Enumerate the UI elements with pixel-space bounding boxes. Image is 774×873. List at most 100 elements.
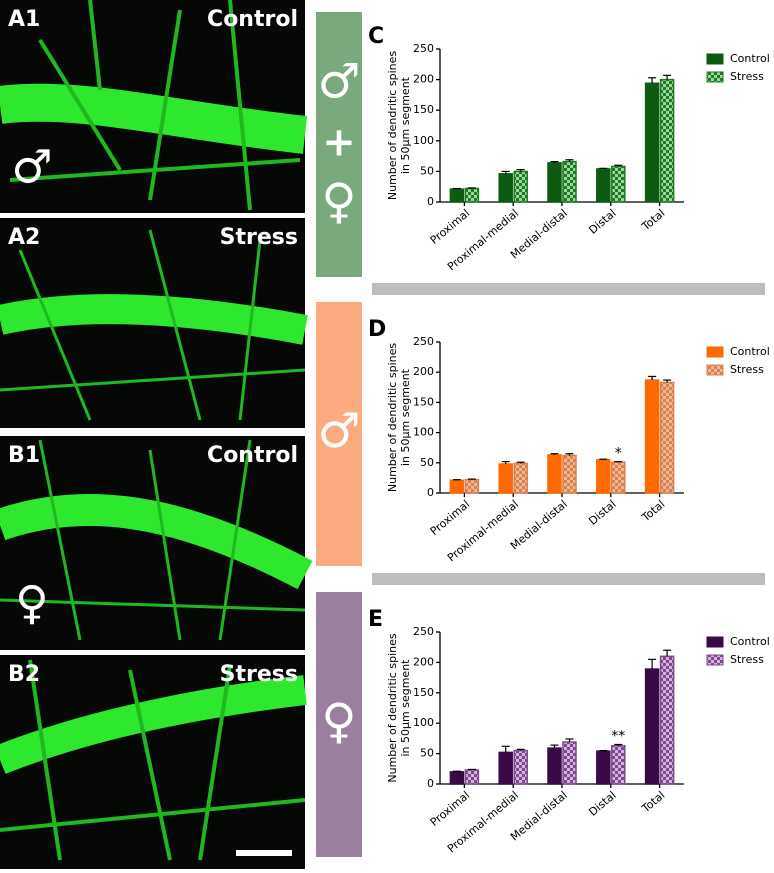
- sex-symbol: ♂: [317, 54, 360, 110]
- x-tick-label: Total: [639, 789, 668, 816]
- y-tick-label: 50: [420, 456, 434, 469]
- bar: [659, 655, 675, 785]
- bar: [659, 78, 675, 203]
- bar: [449, 188, 465, 203]
- bar: [644, 379, 660, 494]
- y-tick-label: 0: [427, 486, 434, 499]
- sex-symbol: ♂: [11, 140, 52, 194]
- error-bar: [550, 453, 559, 455]
- sex-symbol: ♀: [321, 694, 356, 750]
- error-bar: [663, 379, 672, 383]
- error-bar: [599, 749, 608, 752]
- condition-label: Stress: [220, 225, 298, 250]
- x-tick-label: Total: [639, 207, 668, 234]
- y-tick-label: 200: [413, 365, 434, 378]
- error-bar: [614, 164, 623, 167]
- error-bar: [452, 770, 461, 772]
- y-tick-label: 250: [413, 335, 434, 348]
- x-tick-label: Total: [639, 498, 668, 525]
- error-bar: [565, 159, 574, 162]
- error-bar: [501, 745, 510, 753]
- bar: [498, 173, 513, 203]
- error-bar: [501, 460, 510, 465]
- x-tick-label: Distal: [586, 789, 618, 819]
- bar: [547, 454, 562, 494]
- bar: [596, 459, 611, 494]
- legend-label: Control: [730, 635, 770, 648]
- bar: [498, 463, 513, 494]
- y-tick-label: 150: [413, 686, 434, 699]
- bar: [611, 165, 626, 203]
- panel-label: A2: [8, 225, 40, 250]
- legend-swatch: [706, 654, 724, 666]
- legend-label: Stress: [730, 363, 764, 376]
- significance: *: [615, 446, 622, 462]
- y-tick-label: 100: [413, 134, 434, 147]
- bar: [464, 478, 480, 494]
- bar: [449, 479, 465, 494]
- y-tick-label: 200: [413, 73, 434, 86]
- error-bar: [565, 453, 574, 456]
- bar: [644, 668, 660, 785]
- legend-label: Control: [730, 345, 770, 358]
- y-tick-label: 150: [413, 395, 434, 408]
- legend-label: Control: [730, 52, 770, 65]
- chart-letter: D: [368, 317, 386, 342]
- sex-symbol: +: [322, 120, 356, 166]
- bar: [464, 769, 480, 785]
- error-bar: [516, 168, 525, 172]
- y-tick-label: 100: [413, 716, 434, 729]
- bar: [513, 170, 528, 203]
- condition-label: Control: [207, 7, 298, 32]
- sex-symbol: ♀: [15, 576, 49, 630]
- x-tick-label: Proximal: [428, 789, 473, 829]
- panel-label: A1: [8, 7, 40, 32]
- y-tick-label: 0: [427, 777, 434, 790]
- error-bar: [467, 768, 476, 771]
- error-bar: [663, 649, 672, 657]
- error-bar: [550, 161, 559, 163]
- photo-b2: [0, 655, 307, 869]
- bar: [596, 168, 611, 203]
- error-bar: [452, 479, 461, 481]
- y-axis-label: Number of dendritic spines: [386, 51, 399, 200]
- photo-a1: [0, 0, 308, 213]
- legend-swatch: [706, 53, 724, 65]
- legend-swatch: [706, 636, 724, 648]
- bar: [562, 160, 577, 203]
- bar: [547, 747, 562, 785]
- bar: [547, 162, 562, 203]
- legend-label: Stress: [730, 70, 764, 83]
- sidebar: [316, 592, 362, 857]
- condition-label: Control: [207, 443, 298, 468]
- error-bar: [467, 478, 476, 480]
- bar: [611, 461, 626, 494]
- bar: [513, 462, 528, 494]
- y-tick-label: 150: [413, 103, 434, 116]
- y-axis-label: Number of dendritic spines: [386, 633, 399, 782]
- panel-label: B1: [8, 443, 40, 468]
- sex-symbol: ♂: [317, 403, 360, 459]
- significance: **: [611, 728, 625, 744]
- error-bar: [565, 738, 574, 743]
- error-bar: [648, 77, 657, 84]
- sex-symbol: ♀: [321, 174, 356, 230]
- error-bar: [467, 187, 476, 189]
- error-bar: [599, 458, 608, 460]
- error-bar: [501, 170, 510, 174]
- condition-label: Stress: [220, 662, 298, 687]
- y-tick-label: 100: [413, 426, 434, 439]
- separator: [372, 283, 765, 295]
- y-tick-label: 250: [413, 42, 434, 55]
- bar: [644, 82, 660, 203]
- sidebar: [316, 12, 362, 277]
- error-bar: [599, 167, 608, 169]
- photo-b1: [0, 436, 313, 650]
- y-axis-label: in 50µm segment: [399, 659, 412, 757]
- y-tick-label: 250: [413, 625, 434, 638]
- separator: [372, 573, 765, 585]
- x-tick-label: Distal: [586, 207, 618, 237]
- y-tick-label: 50: [420, 164, 434, 177]
- chart-letter: E: [368, 607, 383, 632]
- error-bar: [648, 658, 657, 670]
